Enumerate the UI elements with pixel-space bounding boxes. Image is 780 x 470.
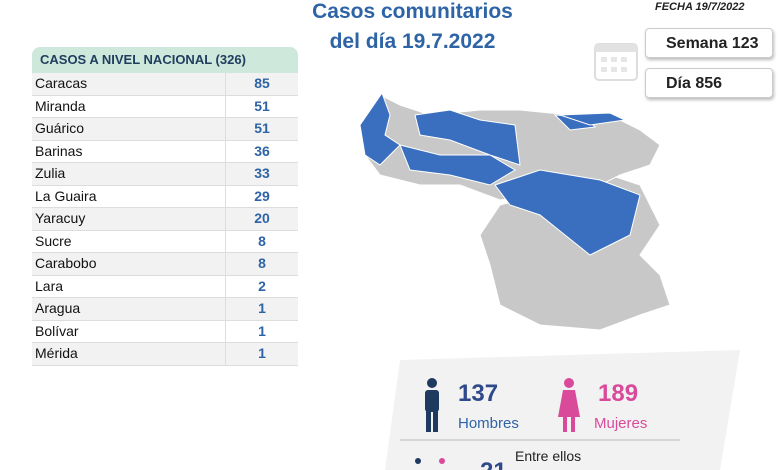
table-row: Guárico 51 [32, 118, 298, 141]
table-title: CASOS A NIVEL NACIONAL [40, 52, 212, 67]
table-row: Sucre 8 [32, 230, 298, 253]
among-count: 21 [480, 458, 507, 470]
cases-table: CASOS A NIVEL NACIONAL (326) Caracas 85 Mi… [32, 47, 298, 366]
case-count: 29 [254, 187, 270, 204]
day-box: Día 856 [645, 68, 773, 98]
women-label: Mujeres [594, 415, 648, 432]
state-name: Caracas [32, 73, 226, 95]
case-count: 1 [258, 322, 266, 339]
stats-panel [385, 350, 740, 470]
table-row: Bolívar 1 [32, 320, 298, 343]
table-row: Yaracuy 20 [32, 208, 298, 231]
state-name: Miranda [32, 95, 226, 117]
state-name: Bolívar [32, 320, 226, 342]
state-name: Aragua [32, 298, 226, 320]
case-count: 33 [254, 165, 270, 181]
table-row: Caracas 85 [32, 73, 298, 96]
women-count: 189 [598, 380, 639, 407]
table-row: Mérida 1 [32, 343, 298, 366]
table-row: Aragua 1 [32, 298, 298, 321]
table-total: (326) [215, 52, 246, 67]
map [359, 91, 671, 331]
week-box: Semana 123 [645, 28, 773, 58]
state-name: Carabobo [32, 253, 226, 275]
state-name: La Guaira [32, 185, 226, 207]
case-count: 20 [254, 210, 270, 226]
case-count: 51 [254, 97, 270, 114]
table-row: La Guaira 29 [32, 185, 298, 208]
case-count: 2 [258, 277, 266, 294]
men-count: 137 [458, 380, 499, 407]
case-count: 85 [254, 75, 270, 91]
case-count: 1 [258, 300, 266, 316]
case-count: 8 [258, 255, 266, 271]
table-row: Carabobo 8 [32, 253, 298, 276]
state-name: Guárico [32, 118, 226, 140]
date: FECHA 19/7/2022 [655, 1, 745, 13]
table-row: Lara 2 [32, 275, 298, 298]
men-label: Hombres [458, 415, 519, 432]
among-label: Entre ellos [515, 448, 582, 464]
table-row: Miranda 51 [32, 95, 298, 118]
table-body: Caracas 85 Miranda 51 Guárico 51 Barinas 36 Zuli… [32, 73, 298, 366]
table-row: Barinas 36 [32, 140, 298, 163]
case-count: 51 [254, 120, 270, 136]
state-name: Yaracuy [32, 208, 226, 230]
calendar-icon [594, 43, 638, 81]
state-name: Sucre [32, 230, 226, 252]
title-line: del día 19.7.2022 [329, 30, 496, 53]
case-count: 8 [258, 232, 266, 249]
state-name: Mérida [32, 343, 226, 365]
case-count: 1 [258, 345, 266, 361]
case-count: 36 [254, 142, 270, 159]
title-line: Casos comunitarios [312, 0, 513, 23]
state-name: Barinas [32, 140, 226, 162]
state-name: Zulia [32, 163, 226, 185]
table-header: CASOS A NIVEL NACIONAL (326) [32, 47, 298, 73]
table-row: Zulia 33 [32, 163, 298, 186]
state-name: Lara [32, 275, 226, 297]
